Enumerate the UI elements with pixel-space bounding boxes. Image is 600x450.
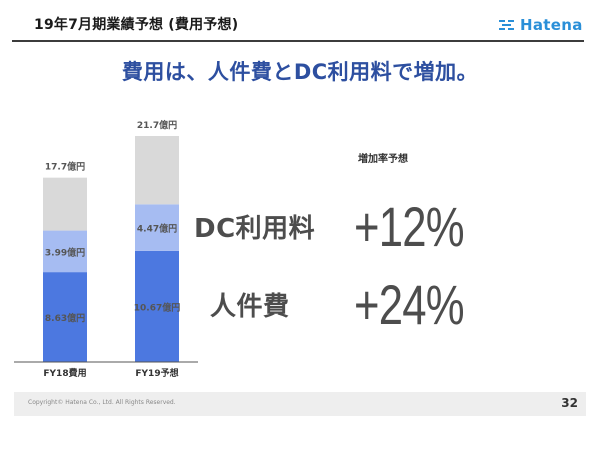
growth-label-dc: DC利用料 [194, 214, 316, 244]
page-number: 32 [561, 396, 578, 410]
title-underline [12, 40, 584, 42]
data-label: 10.67億円 [134, 301, 180, 313]
bar-segment [135, 250, 179, 362]
footer: Copyright© Hatena Co., Ltd. All Rights R… [14, 392, 586, 416]
category-label: FY19予想 [135, 367, 178, 379]
bar-segment [43, 272, 87, 362]
growth-value-dc: +12% [354, 195, 465, 258]
hatena-logo-icon [499, 20, 514, 30]
slide-title: 19年7月期業績予想 (費用予想) [34, 17, 239, 33]
copyright: Copyright© Hatena Co., Ltd. All Rights R… [28, 399, 176, 406]
logo-text: Hatena [520, 16, 583, 34]
category-label: FY18費用 [43, 367, 86, 379]
growth-row-labor: 人件費 +24% [0, 273, 600, 336]
bar-segment [135, 136, 179, 205]
growth-title: 増加率予想 [358, 154, 408, 165]
growth-value-labor: +24% [354, 273, 465, 336]
bar-segment [135, 204, 179, 251]
data-label: 3.99億円 [45, 246, 85, 258]
growth-label-labor: 人件費 [210, 292, 290, 322]
slide: 19年7月期業績予想 (費用予想) Hatena 費用は、人件費とDC利用料で増… [0, 0, 600, 416]
growth-row-dc: DC利用料 +12% [0, 195, 600, 258]
data-label: 4.47億円 [137, 223, 177, 235]
slide-header: 19年7月期業績予想 (費用予想) Hatena [0, 0, 600, 46]
bar-segment [43, 230, 87, 273]
data-label: 8.63億円 [45, 312, 85, 324]
stacked-bar-chart: 8.63億円 3.99億円 17.7億円 FY18費用 10.67億円 4.47億円 21.… [14, 119, 198, 379]
hatena-logo: Hatena [498, 14, 583, 36]
total-label: 17.7億円 [45, 161, 85, 173]
bar-segment [43, 177, 87, 231]
headline: 費用は、人件費とDC利用料で増加。 [121, 60, 479, 84]
total-label: 21.7億円 [137, 119, 177, 131]
